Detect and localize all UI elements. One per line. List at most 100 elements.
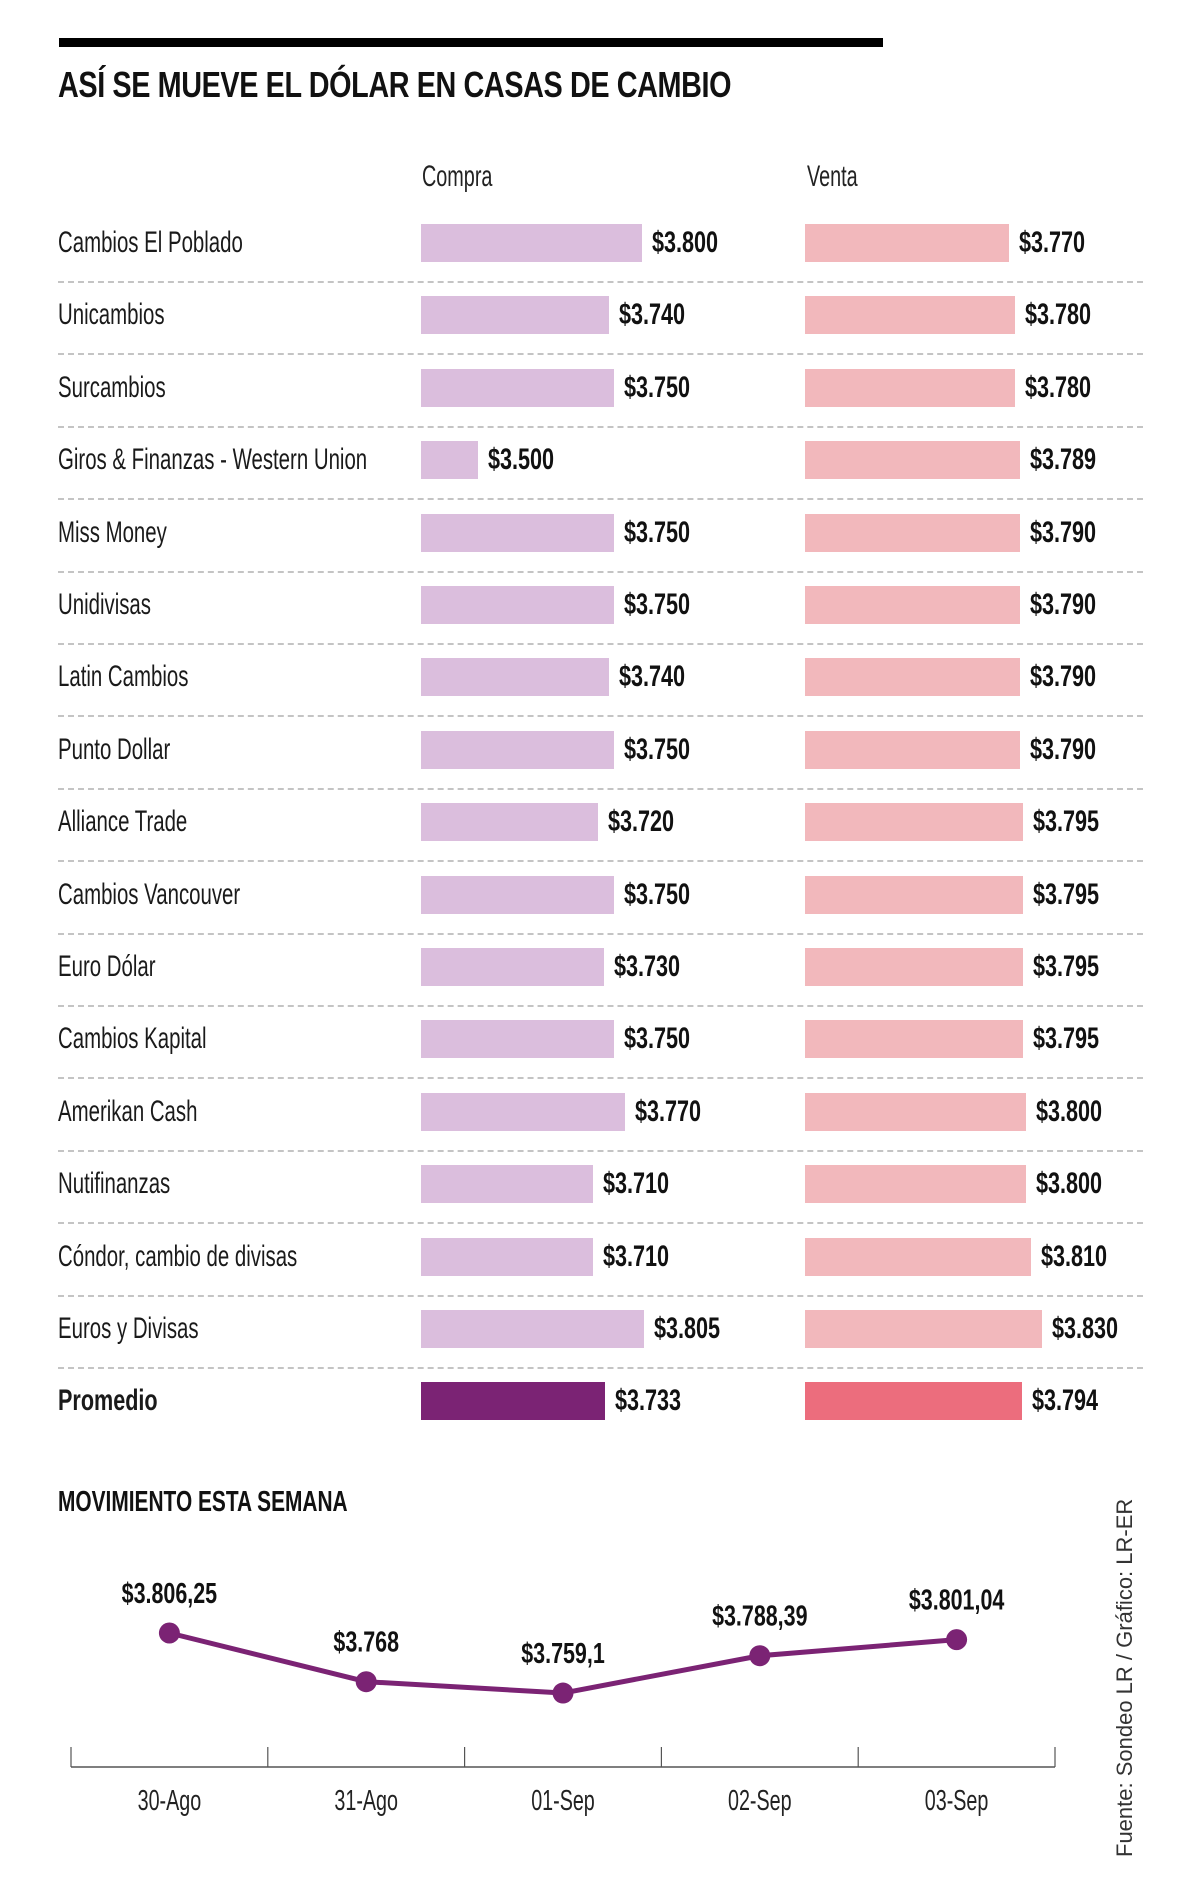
row-divider (58, 1005, 1143, 1007)
row-label-text: Euros y Divisas (58, 1312, 199, 1345)
row-label: Amerikan Cash (58, 1093, 263, 1131)
row-divider (58, 1077, 1143, 1080)
column-header-compra-text: Compra (422, 160, 493, 193)
bar-venta (805, 368, 1015, 407)
value-text: $3.750 (624, 732, 691, 766)
bar-compra (421, 1165, 593, 1204)
bar-venta (805, 658, 1021, 697)
data-label: $3.806,25 (122, 1578, 217, 1610)
bar-compra (421, 875, 615, 914)
value-text: $3.795 (1033, 950, 1100, 983)
data-point (158, 1622, 180, 1644)
column-header-venta: Venta (807, 160, 884, 194)
top-rule (59, 38, 883, 47)
row-label-text: Alliance Trade (58, 805, 188, 839)
data-label: $3.801,04 (909, 1585, 1005, 1617)
value-text: $3.770 (635, 1094, 702, 1128)
average-label: Promedio (58, 1382, 196, 1420)
bar-venta (805, 1237, 1032, 1276)
value-text: $3.500 (488, 443, 555, 477)
value-label-venta: $3.795 (1033, 803, 1125, 841)
value-text: $3.780 (1024, 370, 1091, 404)
value-text: $3.750 (624, 877, 691, 911)
value-label-compra: $3.740 (619, 658, 711, 696)
bar-venta (805, 875, 1023, 914)
row-label: Cóndor, cambio de divisas (58, 1238, 410, 1276)
line-chart-title-text: MOVIMIENTO ESTA SEMANA (58, 1486, 348, 1518)
value-label-venta: $3.790 (1030, 586, 1122, 624)
bar-compra (421, 513, 615, 552)
bar-compra (421, 948, 604, 986)
row-label-text: Unicambios (58, 298, 165, 332)
row-label: Cambios Vancouver (58, 876, 326, 914)
value-label-venta: $3.780 (1025, 296, 1117, 334)
value-text: $3.780 (1024, 298, 1091, 332)
value-text: $3.800 (1035, 1094, 1102, 1128)
value-text: $3.710 (602, 1167, 669, 1201)
row-divider (58, 570, 1143, 573)
value-text: $3.795 (1033, 1022, 1100, 1056)
value-label-compra: $3.750 (624, 1020, 716, 1058)
value-text: $3.710 (602, 1239, 669, 1273)
x-tick-label: 31-Ago (334, 1785, 398, 1817)
value-text: $3.794 (1032, 1384, 1099, 1418)
value-text: $3.830 (1052, 1312, 1119, 1345)
row-label-text: Surcambios (58, 370, 166, 404)
value-label-compra: $3.770 (635, 1093, 727, 1131)
row-label-text: Cóndor, cambio de divisas (58, 1239, 298, 1273)
row-label: Unicambios (58, 296, 215, 334)
bar-compra (421, 296, 610, 335)
value-label-venta: $3.789 (1030, 441, 1122, 479)
bar-compra (421, 1237, 593, 1276)
bar-venta (805, 296, 1015, 335)
row-label: Latin Cambios (58, 658, 250, 696)
bar-compra (421, 730, 615, 769)
value-label-compra: $3.750 (624, 731, 716, 769)
row-label-text: Euro Dólar (58, 950, 156, 983)
value-label-venta: $3.780 (1025, 369, 1117, 407)
bar-compra (421, 224, 642, 262)
x-tick-label: 30-Ago (138, 1785, 202, 1817)
value-label-venta: $3.800 (1036, 1093, 1128, 1131)
row-divider (58, 1294, 1143, 1297)
data-point (946, 1629, 968, 1651)
row-divider (58, 1222, 1143, 1225)
value-text: $3.750 (624, 588, 691, 621)
value-text: $3.810 (1041, 1239, 1108, 1273)
line-chart: $3.806,25 30-Ago $3.768 31-Ago $3.759,1 01-Se… (70, 1578, 1056, 1817)
value-label-compra: $3.730 (614, 948, 706, 986)
bar-compra (421, 1092, 626, 1131)
value-label-venta: $3.830 (1052, 1310, 1144, 1348)
bar-compra (421, 1020, 615, 1059)
value-text: $3.800 (1035, 1167, 1102, 1201)
x-tick-label: 01-Sep (531, 1785, 595, 1817)
row-label-text: Miss Money (58, 515, 167, 549)
row-label-text: Cambios El Poblado (58, 226, 243, 259)
chart-title-text: ASÍ SE MUEVE EL DÓLAR EN CASAS DE CAMBIO (58, 64, 732, 105)
data-label: $3.788,39 (712, 1601, 807, 1633)
value-label-venta: $3.800 (1036, 1165, 1128, 1203)
average-value-label-compra: $3.733 (615, 1382, 707, 1420)
row-divider (58, 1367, 1143, 1369)
row-label: Alliance Trade (58, 803, 248, 841)
data-point (355, 1671, 377, 1693)
data-point (749, 1645, 771, 1667)
data-label: $3.759,1 (521, 1638, 605, 1670)
value-label-compra: $3.710 (603, 1238, 695, 1276)
bar-venta (805, 730, 1021, 769)
row-label: Giros & Finanzas - Western Union (58, 441, 513, 479)
average-value-label-venta: $3.794 (1032, 1382, 1124, 1420)
value-label-compra: $3.750 (624, 369, 716, 407)
bar-venta (805, 1020, 1023, 1059)
value-text: $3.740 (619, 660, 686, 694)
chart-title: ASÍ SE MUEVE EL DÓLAR EN CASAS DE CAMBIO (58, 64, 899, 106)
bar-venta (805, 513, 1021, 552)
value-text: $3.790 (1030, 660, 1097, 694)
value-label-compra: $3.710 (603, 1165, 695, 1203)
value-text: $3.730 (613, 950, 680, 983)
bar-compra (421, 803, 599, 842)
row-label-text: Nutifinanzas (58, 1167, 171, 1201)
row-divider (58, 425, 1143, 428)
value-label-venta: $3.770 (1019, 224, 1111, 262)
bar-venta (805, 441, 1020, 480)
